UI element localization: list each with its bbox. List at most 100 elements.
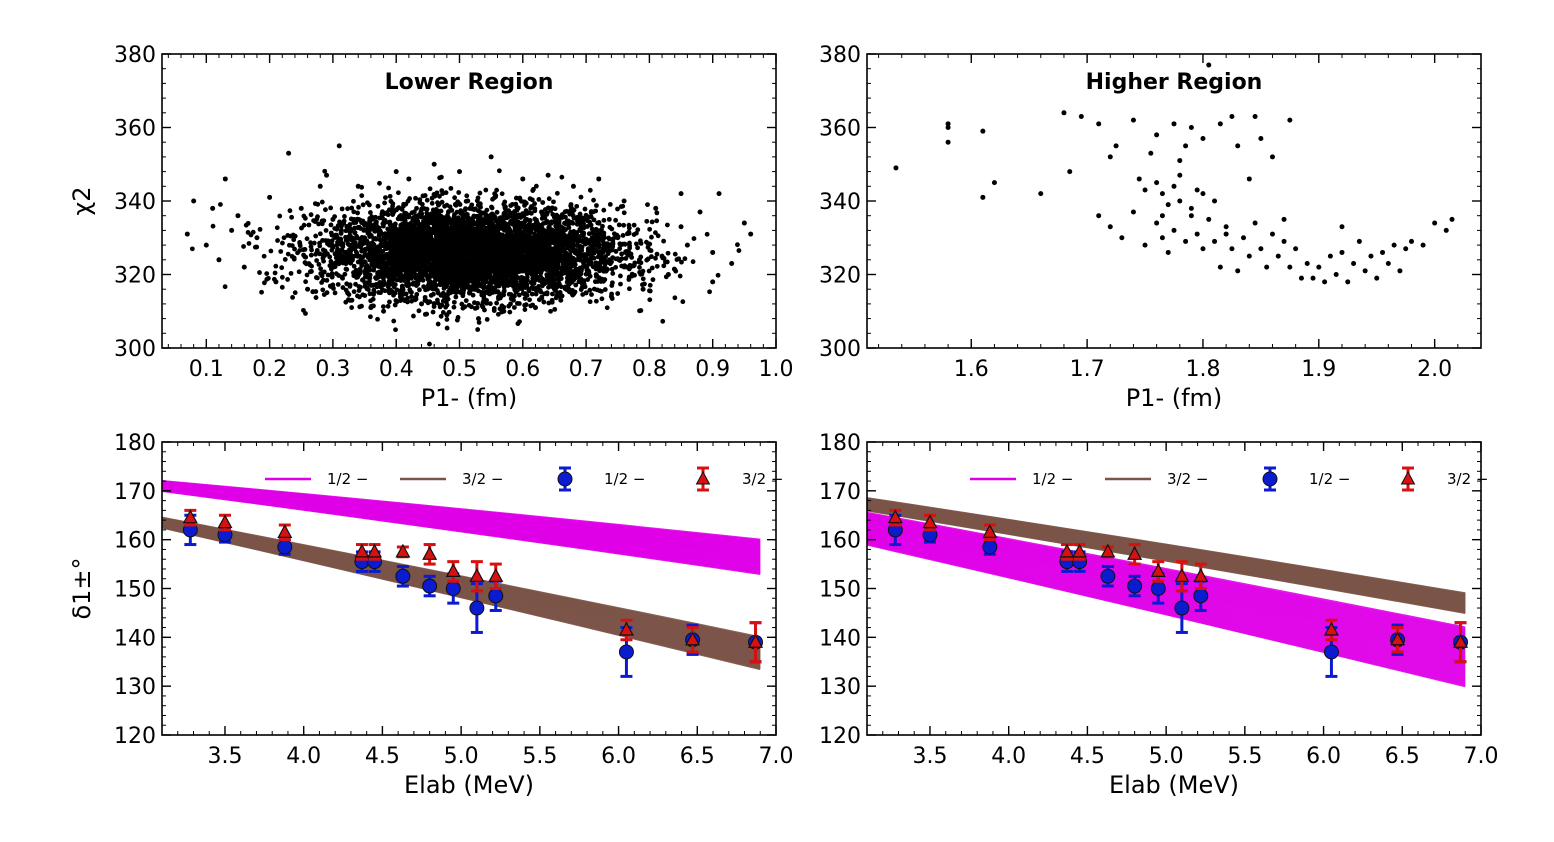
scatter-point [442,295,447,301]
scatter-point [647,226,653,232]
scatter-point [545,251,551,257]
scatter-point [627,245,633,251]
scatter-point [491,247,497,252]
scatter-point [528,205,534,211]
scatter-point [511,297,516,303]
scatter-point [275,238,280,243]
scatter-point [451,289,457,295]
scatter-point [556,218,562,224]
scatter-point [498,215,504,221]
scatter-point [484,229,490,235]
scatter-point [509,213,515,219]
scatter-point [342,214,347,219]
scatter-point [259,289,264,295]
scatter-point [546,224,552,230]
scatter-point [544,210,550,216]
scatter-point [484,235,490,241]
scatter-point [595,238,600,244]
scatter-point [408,237,414,243]
scatter-point [359,248,365,254]
scatter-point [567,268,572,274]
scatter-point [401,238,407,244]
scatter-point [302,260,308,265]
scatter-point [672,267,678,272]
scatter-point [472,220,477,226]
scatter-point [359,303,364,309]
scatter-point [553,295,559,301]
scatter-point [356,204,361,210]
scatter-point [559,293,565,299]
scatter-point [475,254,481,260]
scatter-point [427,231,433,237]
scatter-point [586,231,592,237]
scatter-point [613,217,619,223]
scatter-point [580,264,586,270]
scatter-point [558,265,564,271]
scatter-point [422,311,428,317]
scatter-point [262,280,267,286]
scatter-point [285,251,291,257]
scatter-point [672,251,678,257]
scatter-point [325,272,331,278]
scatter-point [447,268,453,274]
scatter-point [459,279,465,285]
scatter-point [602,261,608,267]
scatter-point [314,275,320,281]
scatter-point [501,284,507,290]
plot-area [184,143,754,347]
scatter-point [484,207,490,213]
scatter-point [530,225,536,231]
scatter-point [471,272,476,278]
scatter-point [273,263,279,269]
scatter-point [715,272,721,278]
scatter-point [351,209,357,215]
scatter-point [665,250,671,256]
scatter-point [446,229,452,235]
scatter-point [598,254,603,260]
scatter-point [328,230,334,236]
scatter-point [557,289,563,295]
scatter-point [551,280,557,286]
scatter-point [563,227,568,233]
scatter-point [395,206,401,211]
scatter-point [632,272,637,278]
scatter-point [313,295,319,300]
scatter-point [279,274,285,280]
scatter-point [310,289,316,295]
scatter-point [587,287,593,293]
scatter-point [597,260,603,266]
scatter-point [645,202,650,208]
scatter-point [489,243,495,248]
scatter-point [440,309,446,315]
scatter-point [316,262,322,267]
scatter-point [358,256,364,262]
scatter-point [301,252,306,258]
scatter-point [511,283,517,289]
chart-panel-1: 0.1 0.2 0.3 0.4 0.5 0.6 0.7 0.8 0.9 1.03003203403… [68,43,794,412]
scatter-point [475,300,481,306]
scatter-point [484,261,490,267]
scatter-point [430,286,436,292]
scatter-point [463,198,469,204]
scatter-point [415,258,421,264]
scatter-point [332,290,338,296]
scatter-point [468,204,474,210]
scatter-point [677,273,683,279]
scatter-point [594,203,599,208]
scatter-point [445,292,451,297]
scatter-point [320,255,326,261]
scatter-point [592,279,598,285]
scatter-point [564,279,570,285]
scatter-point [626,225,632,231]
scatter-point [467,253,472,259]
scatter-point [386,252,392,258]
scatter-point [362,270,368,276]
scatter-point [375,270,381,276]
scatter-point [492,195,497,201]
scatter-point [546,266,552,272]
scatter-point [584,263,590,269]
scatter-point [607,201,613,207]
scatter-point [324,290,330,296]
scatter-point [626,266,632,272]
scatter-point [610,239,616,245]
